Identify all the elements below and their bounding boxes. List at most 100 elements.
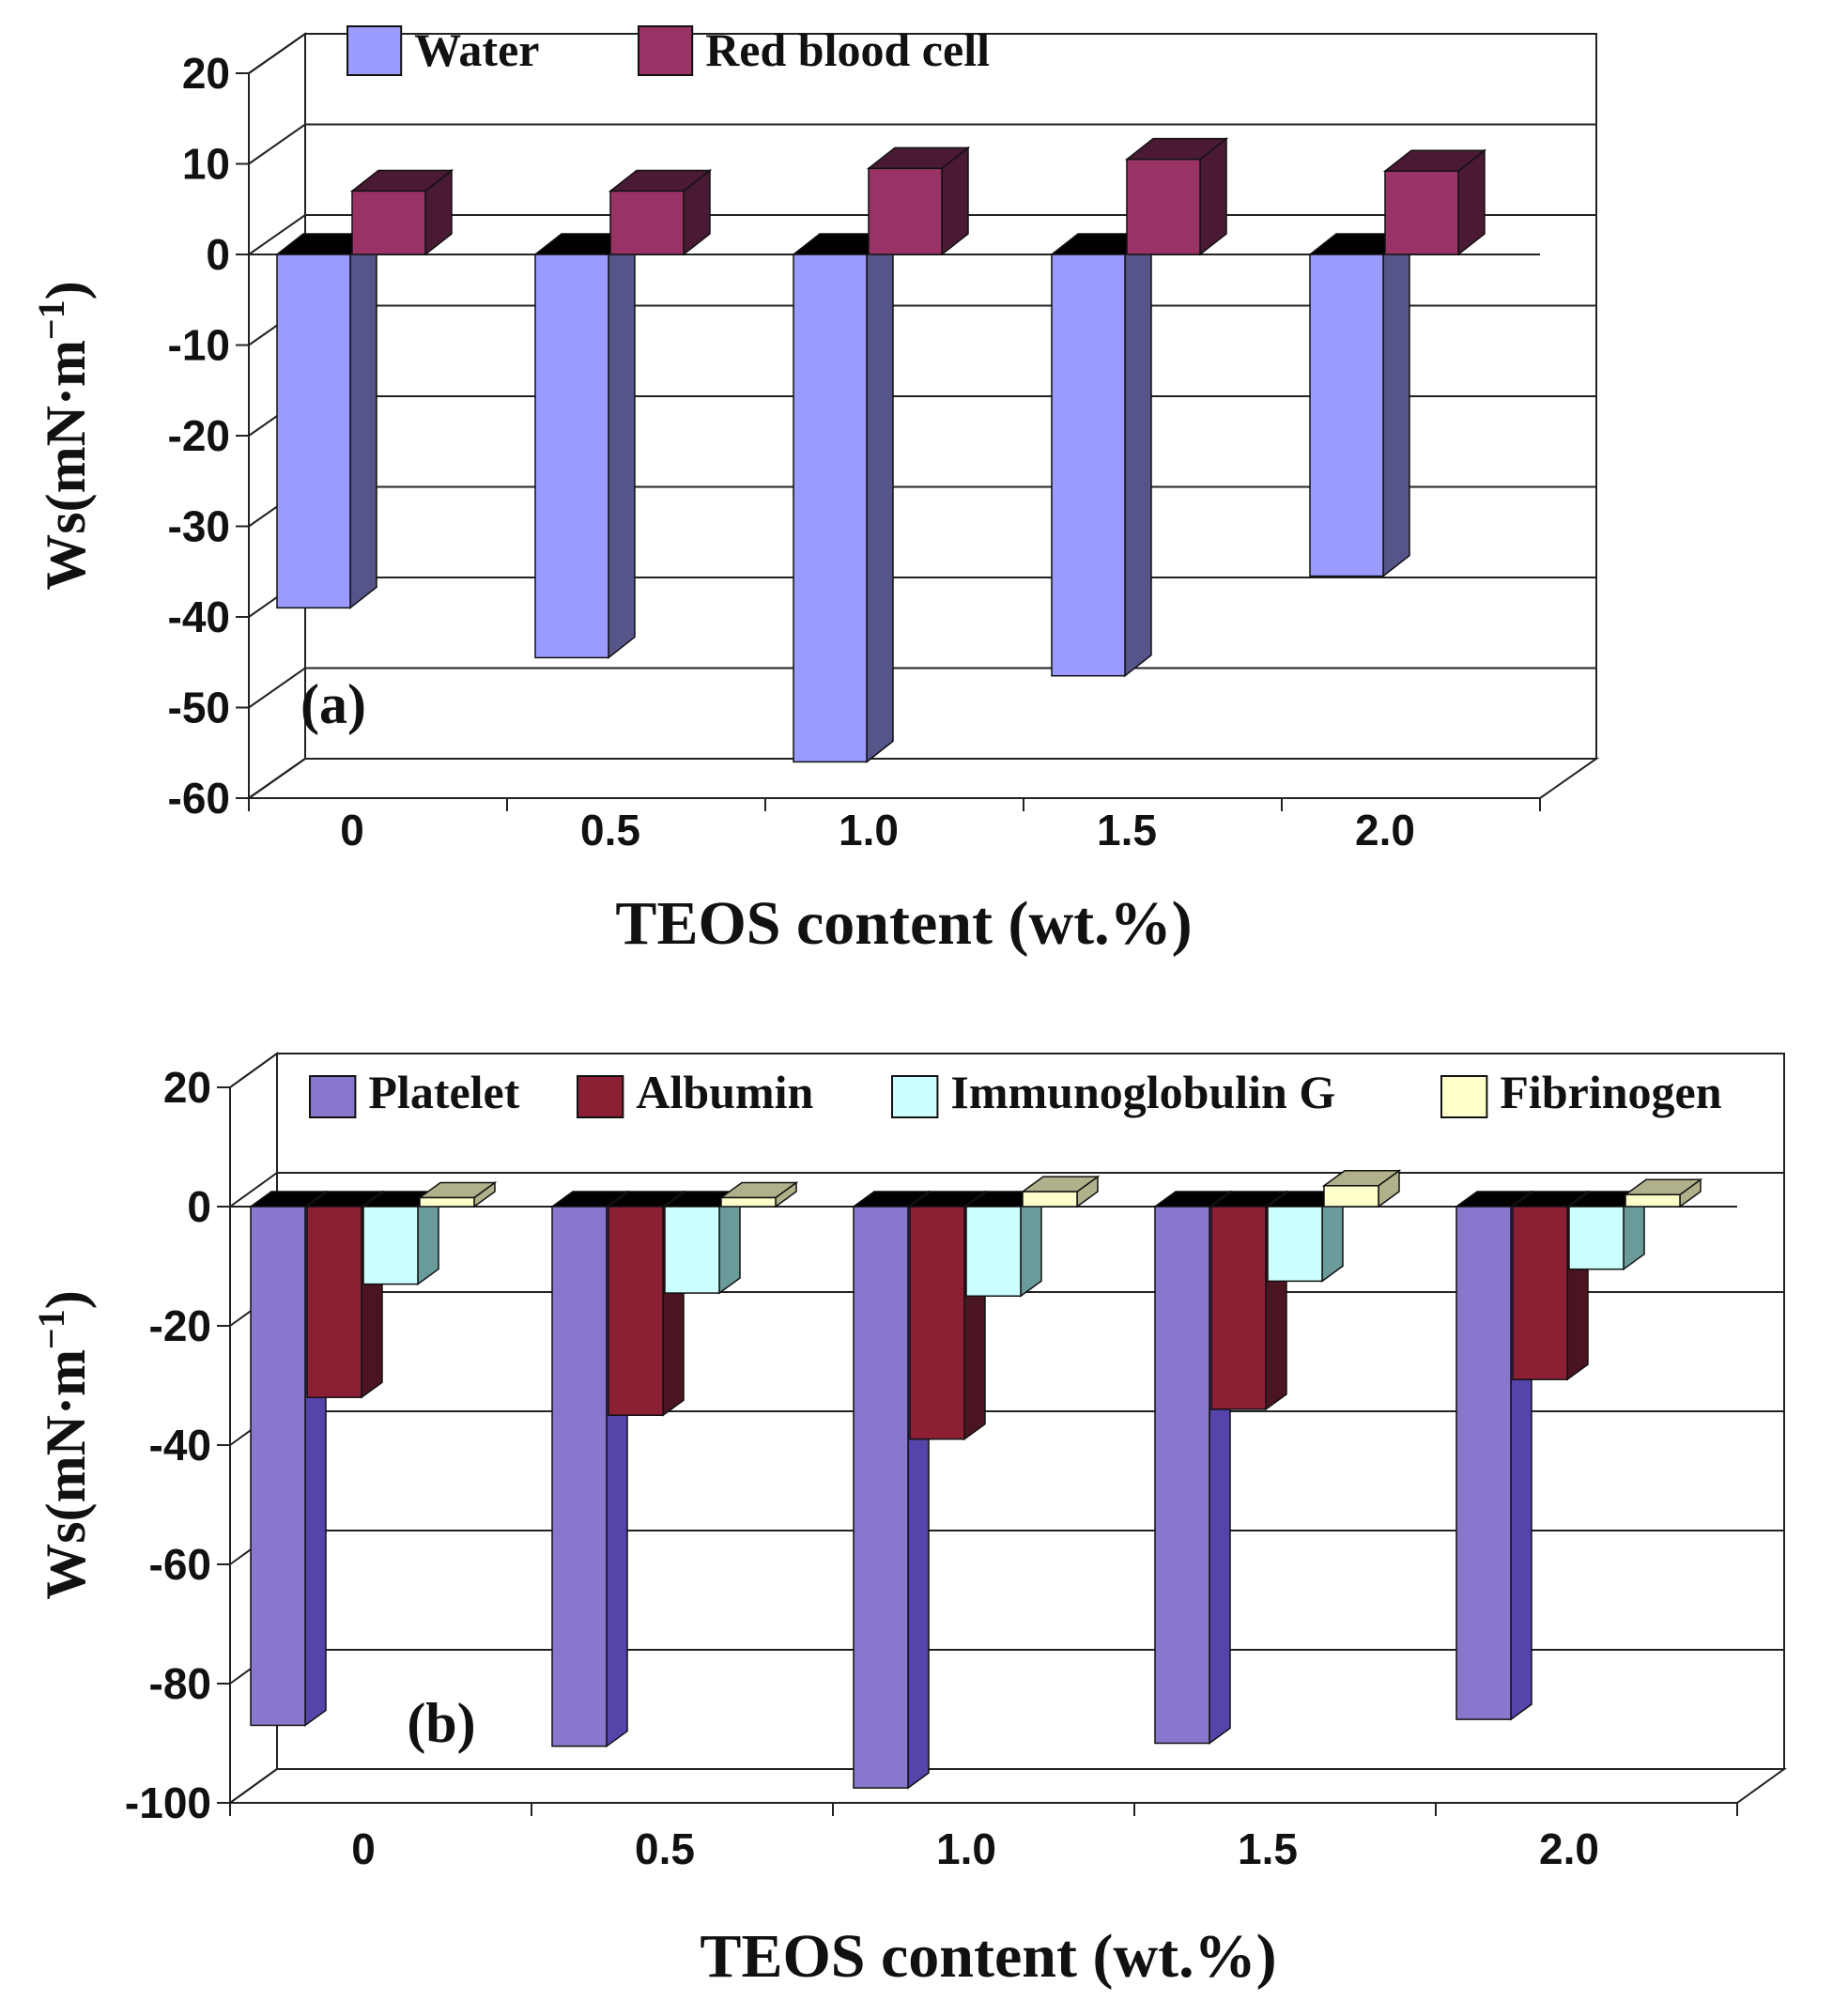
bar-front <box>1568 1206 1625 1270</box>
bar-front <box>306 1206 362 1398</box>
bar-front <box>551 1206 608 1747</box>
x-tick-label: 0 <box>351 1824 376 1873</box>
bar-platelet <box>549 1190 630 1748</box>
x-tick-label: 2.0 <box>1539 1824 1599 1873</box>
y-title-unit: (mN·m <box>35 340 97 512</box>
bar-front <box>853 1206 909 1789</box>
panel-label: (a) <box>300 673 366 735</box>
bar-front <box>250 1206 306 1727</box>
gridline <box>229 1768 1784 1804</box>
bar-fibrinogen <box>1321 1169 1402 1208</box>
bar-front <box>351 190 426 255</box>
bar-side <box>1382 232 1410 578</box>
floor <box>245 758 1600 799</box>
bar-front <box>909 1206 965 1440</box>
bar-platelet <box>1454 1190 1534 1721</box>
y-tick-label: -10 <box>168 321 230 370</box>
bar-albumin <box>907 1190 988 1441</box>
y-tick-label: -20 <box>149 1301 211 1350</box>
y-tick-label: 0 <box>206 230 230 279</box>
y-tick-label: -60 <box>168 774 230 823</box>
y-title-main: Ws <box>35 512 97 590</box>
y-tick-label: -40 <box>149 1421 211 1470</box>
bar-front <box>1512 1206 1568 1380</box>
bar-front <box>1455 1206 1512 1720</box>
bar-front <box>1126 158 1201 255</box>
gridline <box>248 123 1596 165</box>
chart-a: 20 10 0 -10 -20 -30 -40 -50 -60 0 0.5 1.0 1.5 2.0 Wate… <box>30 23 1600 958</box>
y-tick-label: 10 <box>182 140 230 189</box>
y-title-close: ) <box>35 1290 97 1309</box>
bar-fibrinogen <box>1020 1175 1101 1208</box>
bar-front <box>1384 170 1459 255</box>
x-tick-label: 1.0 <box>839 806 899 854</box>
y-axis-title: Ws(mN·m−1) <box>30 281 97 590</box>
y-tick-label: -50 <box>168 684 230 732</box>
y-tick-label: -30 <box>168 502 230 551</box>
floor <box>226 1768 1788 1804</box>
legend-swatch <box>1440 1075 1488 1118</box>
legend-swatch <box>891 1075 939 1118</box>
bar-front <box>1323 1185 1379 1208</box>
x-axis-title: TEOS content (wt.%) <box>615 889 1192 958</box>
x-tick-label: 0.5 <box>580 806 640 854</box>
chart-b: 20 0 -20 -40 -60 -80 -100 0 0.5 1.0 1.5 2.0 Platelet… <box>30 1052 1788 1991</box>
x-tick-label: 0.5 <box>635 1824 695 1873</box>
bar-front <box>868 167 943 255</box>
x-tick-label: 1.5 <box>1097 806 1157 854</box>
gridline <box>248 667 1596 709</box>
legend: Platelet Albumin Immunoglobulin G Fibrinoge… <box>309 1066 1722 1118</box>
gridline <box>248 758 1596 799</box>
bar-water <box>1307 232 1412 578</box>
bar-immunoglobulin-g <box>662 1190 743 1295</box>
bar-water <box>1049 232 1154 678</box>
bar-front <box>793 254 868 763</box>
bar-fibrinogen <box>1623 1177 1703 1208</box>
bar-front <box>609 190 685 255</box>
bar-front <box>1022 1191 1078 1208</box>
bar-front <box>720 1196 777 1208</box>
bar-water <box>532 232 638 659</box>
y-tick-label: 20 <box>182 49 230 98</box>
bar-red-blood-cell <box>866 146 971 256</box>
bar-side <box>608 232 636 659</box>
x-tick-label: 2.0 <box>1355 806 1415 854</box>
legend-label: Immunoglobulin G <box>950 1066 1335 1118</box>
y-tick-label: 20 <box>163 1063 211 1112</box>
legend-swatch <box>309 1075 357 1118</box>
gridline <box>229 1053 1784 1088</box>
bar-red-blood-cell <box>1124 137 1229 256</box>
legend-swatch <box>577 1075 624 1118</box>
bar-front <box>1210 1206 1267 1410</box>
y-tick-label: -100 <box>125 1778 211 1827</box>
bar-red-blood-cell <box>608 168 713 256</box>
legend-swatch <box>638 25 694 76</box>
bar-red-blood-cell <box>1382 148 1487 256</box>
legend-label: Red blood cell <box>705 23 990 76</box>
y-title-exp: −1 <box>30 300 72 340</box>
y-title-close: ) <box>35 281 97 300</box>
bar-front <box>362 1206 419 1285</box>
gridline <box>248 33 1596 74</box>
bar-front <box>534 254 609 659</box>
bar-front <box>1625 1193 1681 1208</box>
bar-side <box>1124 232 1152 678</box>
legend-label: Fibrinogen <box>1500 1066 1721 1118</box>
bar-front <box>1267 1206 1323 1283</box>
bar-immunoglobulin-g <box>361 1190 441 1286</box>
bar-red-blood-cell <box>349 168 454 256</box>
legend-label: Water <box>414 23 539 76</box>
legend-label: Albumin <box>636 1066 813 1118</box>
bar-water <box>791 232 896 763</box>
y-tick-label: -40 <box>168 592 230 641</box>
y-title-main: Ws <box>35 1521 97 1599</box>
bar-front <box>1154 1206 1210 1745</box>
y-tick-label: -20 <box>168 411 230 460</box>
bar-fibrinogen <box>718 1181 799 1208</box>
bar-front <box>1051 254 1126 677</box>
bar-water <box>274 232 379 609</box>
bar-side <box>866 232 894 763</box>
bar-front <box>1309 254 1384 577</box>
